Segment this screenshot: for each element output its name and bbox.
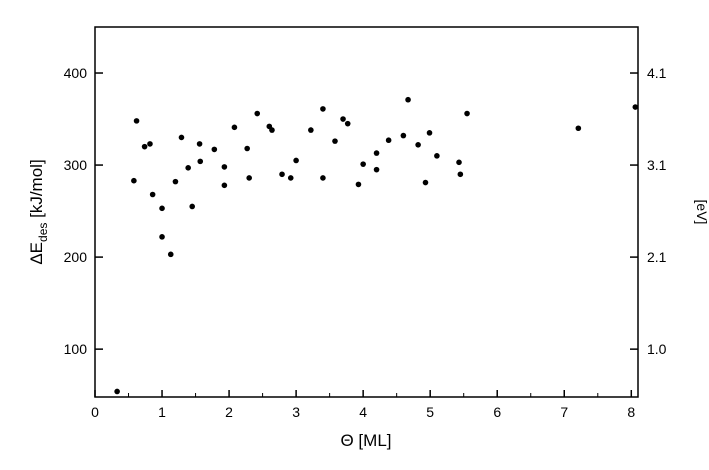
data-point <box>189 203 196 210</box>
data-point <box>320 175 326 181</box>
data-point <box>221 182 228 189</box>
data-point <box>457 171 464 178</box>
data-point <box>355 181 362 188</box>
data-point <box>149 191 156 198</box>
data-point <box>172 178 179 185</box>
data-point <box>185 165 191 171</box>
data-point <box>269 127 275 133</box>
plot-frame <box>94 26 639 398</box>
data-point <box>293 157 299 164</box>
data-point <box>426 130 433 136</box>
y-right-tick-label: 3.1 <box>647 157 667 173</box>
data-point <box>114 388 120 395</box>
data-point <box>279 171 285 178</box>
data-point <box>244 145 250 152</box>
data-point <box>308 127 314 133</box>
data-point <box>246 175 252 181</box>
data-point <box>373 150 380 156</box>
data-point <box>373 166 380 173</box>
data-point <box>332 138 338 144</box>
data-point <box>178 134 185 141</box>
data-point <box>197 158 204 165</box>
data-point <box>415 142 421 148</box>
y-right-axis-label: [eV] <box>694 200 709 225</box>
data-point <box>400 132 407 139</box>
data-point <box>159 234 165 240</box>
y-tick-label: 200 <box>64 249 88 265</box>
data-point <box>405 96 411 103</box>
x-axis-label: Θ [ML] <box>340 431 391 450</box>
y-right-tick-label: 1.0 <box>647 341 667 357</box>
data-point <box>575 125 582 132</box>
data-point <box>167 251 174 258</box>
data-point <box>141 143 148 150</box>
y-tick-label: 100 <box>64 341 88 357</box>
x-tick-label: 5 <box>426 404 434 420</box>
x-tick-label: 7 <box>560 404 568 420</box>
data-point <box>632 104 639 110</box>
y-tick-label: 300 <box>64 157 88 173</box>
data-point <box>360 161 366 167</box>
x-tick-label: 8 <box>627 404 635 420</box>
data-point <box>133 118 140 124</box>
data-point <box>434 153 440 159</box>
data-point <box>287 175 294 181</box>
data-point <box>344 120 351 127</box>
data-point <box>221 164 228 170</box>
data-point <box>456 159 462 166</box>
x-tick-label: 0 <box>91 404 99 420</box>
y-tick-label: 400 <box>64 65 88 81</box>
y-right-tick-label: 4.1 <box>647 65 667 81</box>
data-point <box>131 177 137 184</box>
data-point <box>464 110 470 117</box>
data-point <box>340 116 346 122</box>
y-axis-label: ΔEdes [kJ/mol] <box>27 159 50 264</box>
data-point <box>422 179 429 186</box>
data-point <box>231 124 238 131</box>
data-point <box>254 110 261 117</box>
x-tick-label: 2 <box>225 404 233 420</box>
x-tick-label: 4 <box>359 404 367 420</box>
y-right-tick-label: 2.1 <box>647 249 667 265</box>
data-point <box>159 205 165 212</box>
data-point <box>385 137 392 144</box>
data-point <box>320 106 326 112</box>
x-tick-label: 6 <box>493 404 501 420</box>
data-point <box>211 146 218 153</box>
x-tick-label: 1 <box>158 404 166 420</box>
data-point <box>147 141 153 147</box>
data-point <box>196 141 203 147</box>
x-tick-label: 3 <box>292 404 300 420</box>
